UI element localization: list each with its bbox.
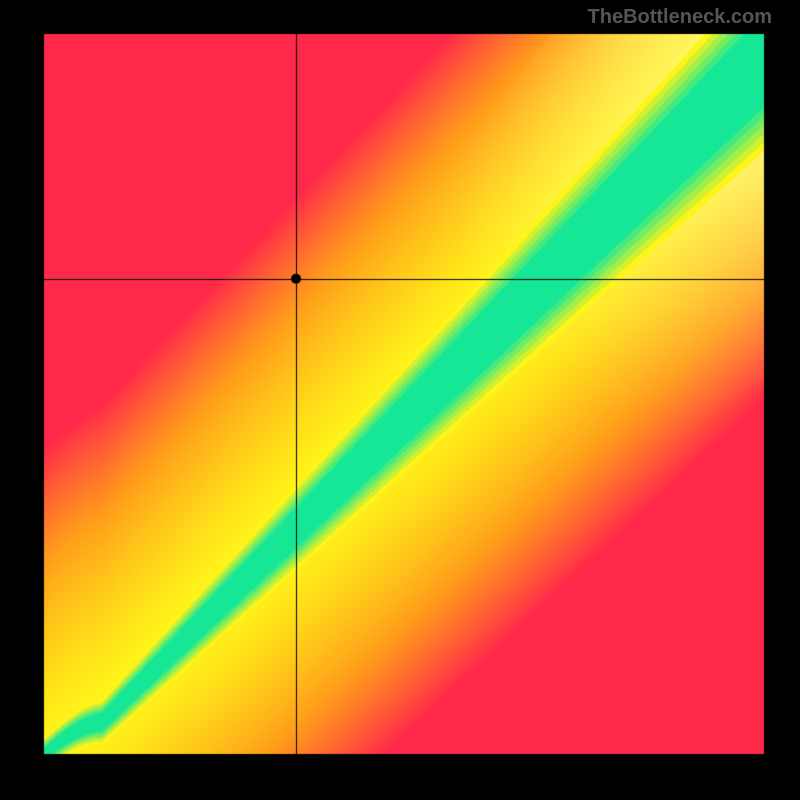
bottleneck-heatmap xyxy=(0,0,800,800)
watermark-text: TheBottleneck.com xyxy=(588,6,772,29)
